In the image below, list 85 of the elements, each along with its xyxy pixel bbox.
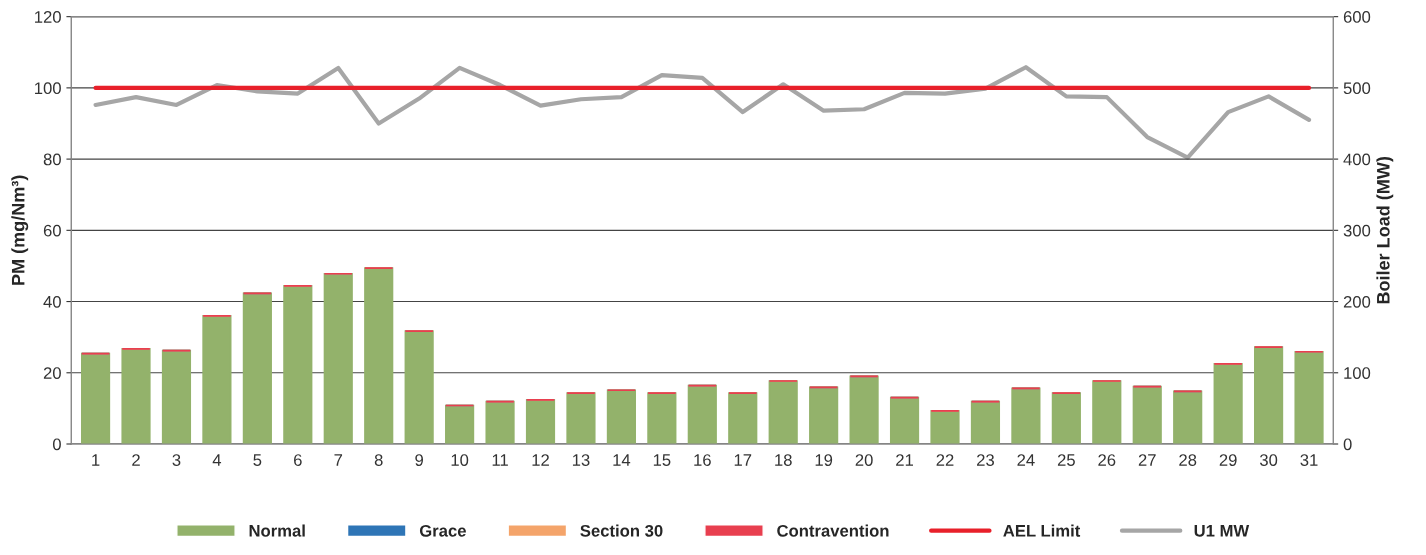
bar	[930, 410, 960, 444]
y-tick-label: 0	[52, 438, 61, 451]
bar	[121, 348, 151, 444]
y2-tick-label: 500	[1343, 82, 1371, 95]
y2-tick-label: 0	[1343, 438, 1352, 451]
y-tick-label: 60	[43, 224, 61, 237]
bar	[889, 396, 920, 444]
bar	[1092, 380, 1122, 444]
legend-label: Section 30	[580, 524, 663, 537]
x-tick-label: 6	[294, 454, 302, 466]
bar	[1051, 392, 1081, 444]
x-tick-label: 5	[253, 454, 262, 466]
bar	[404, 330, 434, 444]
x-tick-label: 10	[451, 454, 469, 466]
bar	[970, 400, 1001, 444]
x-tick-label: 13	[572, 454, 590, 466]
y-tick-label: 100	[35, 82, 61, 95]
x-tick-label: 17	[734, 454, 752, 466]
bar	[242, 292, 272, 444]
y2-tick-label: 400	[1343, 153, 1371, 166]
y2-tick-label: 300	[1343, 224, 1371, 237]
y2-tick-label: 100	[1344, 367, 1371, 379]
x-tick-label: 19	[815, 454, 833, 466]
legend-label: AEL Limit	[1003, 524, 1081, 537]
line-series	[93, 65, 1312, 160]
bar	[566, 392, 596, 444]
bar	[364, 267, 394, 444]
x-tick-label: 22	[936, 454, 954, 466]
legend-label: Normal	[249, 524, 305, 537]
bar	[445, 404, 475, 444]
x-tick-label: 14	[613, 454, 631, 466]
y-tick-label: 120	[35, 11, 61, 23]
bar	[1132, 385, 1162, 444]
bar	[283, 285, 313, 444]
x-tick-label: 20	[855, 454, 873, 466]
x-tick-label: 15	[653, 454, 671, 466]
bar	[323, 272, 353, 444]
bar	[1011, 387, 1041, 444]
bar	[1213, 363, 1243, 444]
x-tick-label: 31	[1300, 454, 1318, 466]
x-tick-label: 9	[415, 454, 424, 466]
bar	[202, 314, 232, 444]
bar	[80, 352, 111, 444]
x-tick-label: 11	[492, 454, 508, 466]
bar	[606, 389, 636, 444]
bar	[647, 392, 677, 444]
x-tick-label: 4	[212, 454, 222, 466]
x-tick-label: 8	[374, 454, 383, 466]
bar	[768, 380, 798, 444]
x-tick-label: 12	[532, 454, 549, 466]
x-tick-label: 2	[132, 454, 140, 466]
y2-tick-label: 600	[1343, 11, 1371, 23]
y2-axis-title: Boiler Load (MW)	[1376, 157, 1394, 304]
x-tick-label: 23	[977, 454, 994, 466]
x-tick-label: 1	[92, 454, 100, 466]
x-tick-label: 21	[896, 454, 914, 466]
bar	[485, 400, 515, 444]
x-tick-label: 30	[1259, 454, 1278, 466]
x-tick-label: 24	[1017, 454, 1035, 466]
x-tick-label: 28	[1179, 454, 1197, 466]
x-tick-label: 26	[1098, 454, 1116, 466]
x-tick-label: 18	[775, 454, 792, 466]
x-tick-label: 27	[1138, 454, 1156, 466]
bar	[809, 386, 839, 444]
bar	[1173, 390, 1203, 444]
x-tick-label: 16	[694, 454, 711, 466]
legend-label: U1 MW	[1194, 525, 1250, 537]
y-axis-title: PM (mg/Nm³)	[11, 175, 29, 285]
bar	[687, 384, 717, 444]
y-tick-label: 20	[43, 367, 61, 379]
y-tick-label: 80	[43, 153, 61, 166]
bar	[525, 399, 556, 444]
x-tick-label: 3	[172, 454, 181, 466]
bar	[1254, 346, 1284, 444]
bar	[728, 392, 758, 444]
x-tick-label: 7	[334, 454, 343, 466]
bar	[161, 349, 192, 444]
legend-label: Contravention	[777, 524, 889, 537]
bar	[849, 375, 879, 444]
legend-label: Grace	[419, 524, 466, 537]
x-tick-label: 25	[1057, 454, 1075, 466]
bar	[1294, 350, 1324, 444]
x-tick-label: 29	[1219, 454, 1237, 466]
y-tick-label: 40	[43, 295, 61, 308]
y2-tick-label: 200	[1343, 295, 1371, 308]
